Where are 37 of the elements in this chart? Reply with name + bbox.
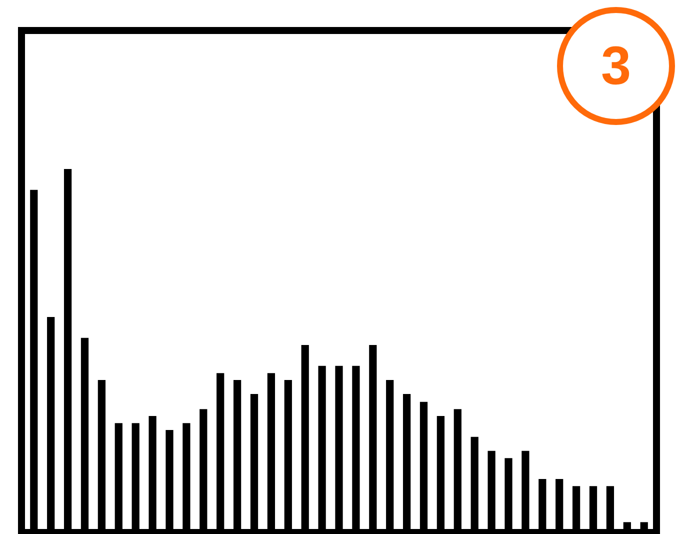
bar — [386, 380, 394, 529]
bar — [80, 338, 89, 529]
bar — [488, 450, 496, 529]
bar — [606, 486, 614, 529]
bar — [504, 458, 512, 529]
bar — [556, 478, 564, 529]
bar — [233, 380, 242, 529]
bar — [284, 380, 292, 529]
bar — [267, 373, 276, 529]
bar — [166, 430, 174, 529]
bar — [352, 366, 360, 529]
bar — [369, 345, 377, 529]
bar — [623, 522, 631, 529]
bar — [148, 416, 156, 529]
bar — [436, 416, 445, 529]
bar — [589, 486, 598, 529]
bar — [522, 450, 530, 529]
bar — [318, 366, 326, 529]
bar — [640, 522, 648, 529]
bar — [182, 423, 190, 529]
bar — [47, 316, 55, 529]
bar — [64, 169, 72, 529]
bar — [301, 345, 309, 529]
bar — [30, 190, 38, 529]
bar — [454, 409, 462, 529]
bar — [572, 486, 580, 529]
bar — [538, 478, 546, 529]
bar — [402, 394, 411, 529]
bar — [420, 402, 428, 529]
bar — [250, 394, 258, 529]
bar — [335, 366, 343, 529]
bar — [98, 380, 106, 529]
bar — [200, 409, 208, 529]
bar — [470, 436, 478, 529]
bar — [216, 373, 224, 529]
bar — [132, 423, 140, 529]
bar — [114, 423, 122, 529]
